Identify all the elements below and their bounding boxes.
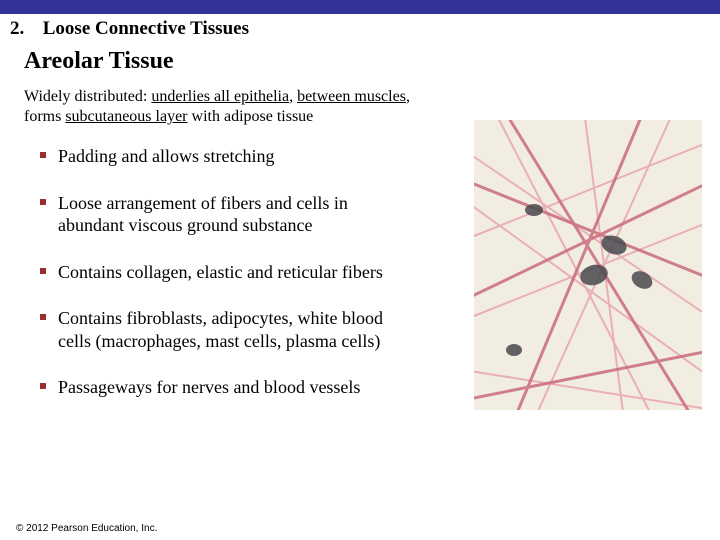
copyright-text: © 2012 Pearson Education, Inc. xyxy=(16,523,157,534)
section-label: Loose Connective Tissues xyxy=(43,18,249,39)
bullet-text: Passageways for nerves and blood vessels xyxy=(58,376,360,399)
bullet-icon xyxy=(40,152,46,158)
list-item: Loose arrangement of fibers and cells in… xyxy=(40,192,400,237)
intro-prefix: Widely distributed: xyxy=(24,88,151,105)
bullet-icon xyxy=(40,314,46,320)
bullet-icon xyxy=(40,383,46,389)
header-bar xyxy=(0,0,720,14)
intro-suffix: with adipose tissue xyxy=(188,108,314,125)
bullet-text: Contains fibroblasts, adipocytes, white … xyxy=(58,307,400,352)
bullet-icon xyxy=(40,268,46,274)
intro-mid1: , xyxy=(289,88,297,105)
tissue-micrograph-image xyxy=(474,120,702,410)
bullet-list: Padding and allows stretching Loose arra… xyxy=(0,137,400,399)
list-item: Passageways for nerves and blood vessels xyxy=(40,376,400,399)
intro-underline-2: between muscles xyxy=(297,88,406,105)
intro-paragraph: Widely distributed: underlies all epithe… xyxy=(0,85,430,137)
list-item: Contains collagen, elastic and reticular… xyxy=(40,261,400,284)
section-heading: 2. Loose Connective Tissues xyxy=(0,14,720,46)
page-title: Areolar Tissue xyxy=(0,46,720,85)
section-number: 2. xyxy=(10,18,38,40)
intro-underline-1: underlies all epithelia xyxy=(151,88,289,105)
bullet-text: Padding and allows stretching xyxy=(58,145,274,168)
bullet-icon xyxy=(40,199,46,205)
intro-underline-3: subcutaneous layer xyxy=(65,108,187,125)
list-item: Contains fibroblasts, adipocytes, white … xyxy=(40,307,400,352)
bullet-text: Loose arrangement of fibers and cells in… xyxy=(58,192,400,237)
bullet-text: Contains collagen, elastic and reticular… xyxy=(58,261,383,284)
list-item: Padding and allows stretching xyxy=(40,145,400,168)
micrograph-svg xyxy=(474,120,702,410)
